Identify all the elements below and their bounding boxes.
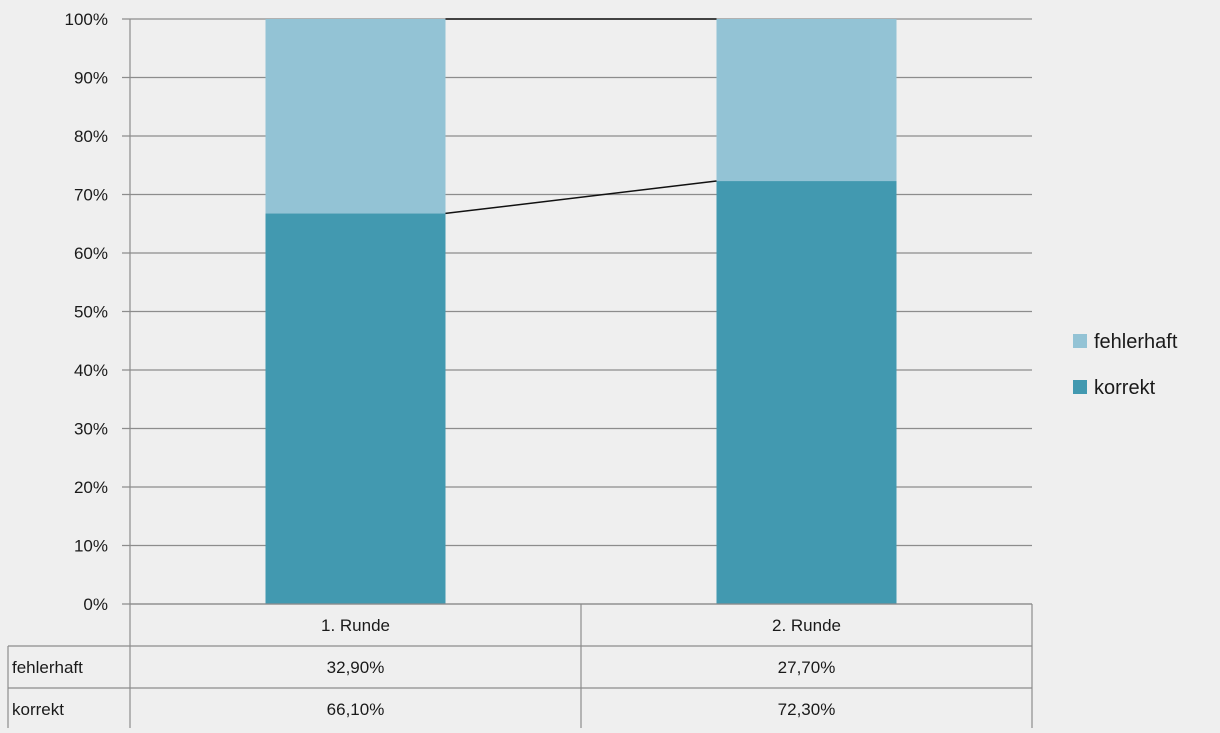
- x-category-label: 2. Runde: [772, 616, 841, 635]
- legend-label: korrekt: [1094, 377, 1156, 399]
- y-tick-labels: 0% 10% 20% 30% 40% 50% 60% 70% 80% 90% 100%: [65, 10, 108, 614]
- series-line: [445, 180, 717, 215]
- y-tick-label: 0%: [83, 595, 108, 614]
- data-label: 27,70%: [778, 658, 836, 677]
- bar-fehlerhaft-2: [716, 19, 897, 182]
- bar-korrekt-1: [265, 213, 446, 604]
- legend-swatch-korrekt: [1073, 380, 1087, 394]
- bar-korrekt-2: [716, 181, 897, 605]
- x-category-label: 1. Runde: [321, 616, 390, 635]
- series-lines: [445, 18, 717, 215]
- y-tick-label: 60%: [74, 244, 108, 263]
- legend-label: fehlerhaft: [1094, 331, 1178, 353]
- y-tick-label: 70%: [74, 186, 108, 205]
- y-tick-label: 80%: [74, 127, 108, 146]
- data-label: 72,30%: [778, 700, 836, 719]
- legend-swatch-fehlerhaft: [1073, 334, 1087, 348]
- y-tick-label: 30%: [74, 420, 108, 439]
- data-label: 32,90%: [327, 658, 385, 677]
- table-row-label: korrekt: [12, 700, 64, 719]
- y-tick-label: 20%: [74, 478, 108, 497]
- y-tick-label: 90%: [74, 69, 108, 88]
- y-tick-label: 50%: [74, 303, 108, 322]
- y-tick-label: 40%: [74, 361, 108, 380]
- data-label: 66,10%: [327, 700, 385, 719]
- bars: [265, 19, 897, 605]
- y-tick-label: 100%: [65, 10, 108, 29]
- y-tick-label: 10%: [74, 537, 108, 556]
- legend: fehlerhaft korrekt: [1073, 331, 1178, 399]
- bar-fehlerhaft-1: [265, 19, 446, 214]
- table-row-label: fehlerhaft: [12, 658, 83, 677]
- data-table: 1. Runde 2. Runde fehlerhaft 32,90% 27,70% ko…: [7, 603, 1033, 731]
